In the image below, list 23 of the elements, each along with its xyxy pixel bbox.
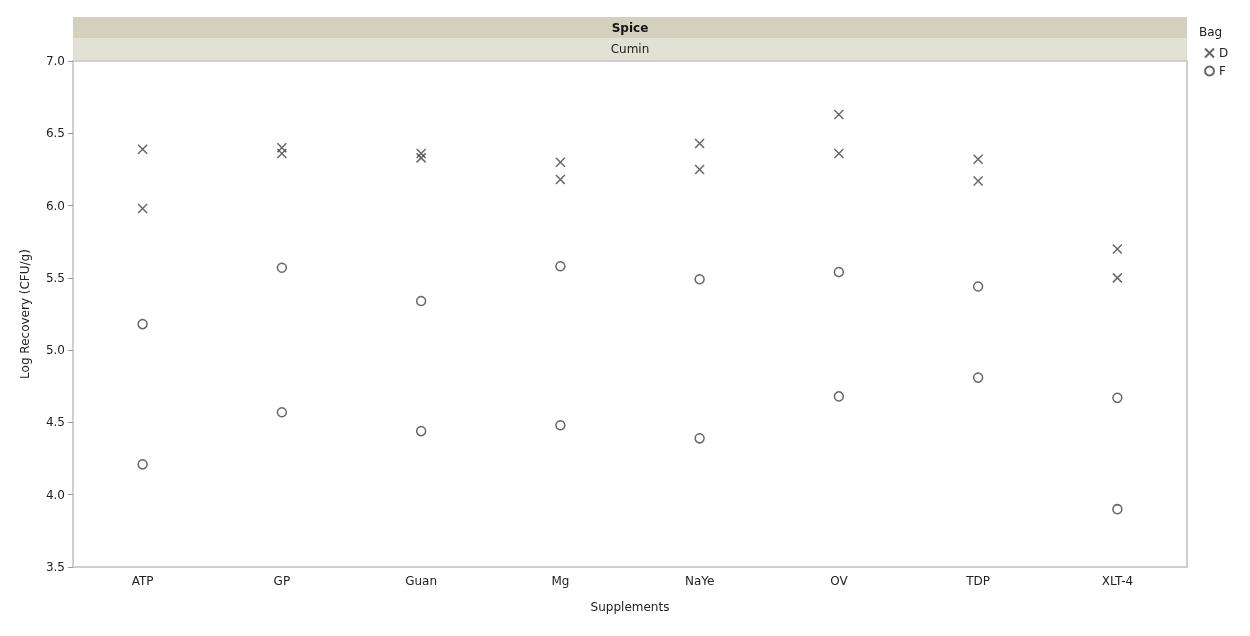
x-tick-label: Mg [551, 574, 570, 588]
y-tick-label: 5.0 [45, 343, 65, 358]
x-tick-label: ATP [131, 574, 154, 588]
x-tick-label: GP [273, 574, 291, 588]
y-axis-title: Log Recovery (CFU/g) [18, 249, 32, 379]
x-tick-label: NaYe [684, 574, 715, 588]
x-tick-label: TDP [965, 574, 991, 588]
legend-label: F [1219, 64, 1226, 78]
y-tick-label: 7.0 [45, 54, 65, 68]
chart-subtitle: Cumin [610, 42, 650, 56]
y-tick-label: 4.5 [45, 415, 65, 430]
y-tick-label: 6.0 [45, 198, 65, 213]
legend-title: Bag [1199, 25, 1223, 39]
y-tick-label: 5.5 [45, 270, 65, 285]
x-tick-label: XLT-4 [1101, 574, 1134, 588]
y-tick-label: 3.5 [45, 560, 65, 574]
legend-label: D [1219, 46, 1229, 60]
y-tick-label: 6.5 [45, 126, 65, 141]
y-tick-label: 4.0 [45, 487, 65, 502]
x-tick-label: Guan [405, 574, 438, 588]
x-axis-title: Supplements [590, 600, 670, 614]
chart-title: Spice [611, 20, 649, 35]
x-tick-label: OV [830, 574, 849, 588]
